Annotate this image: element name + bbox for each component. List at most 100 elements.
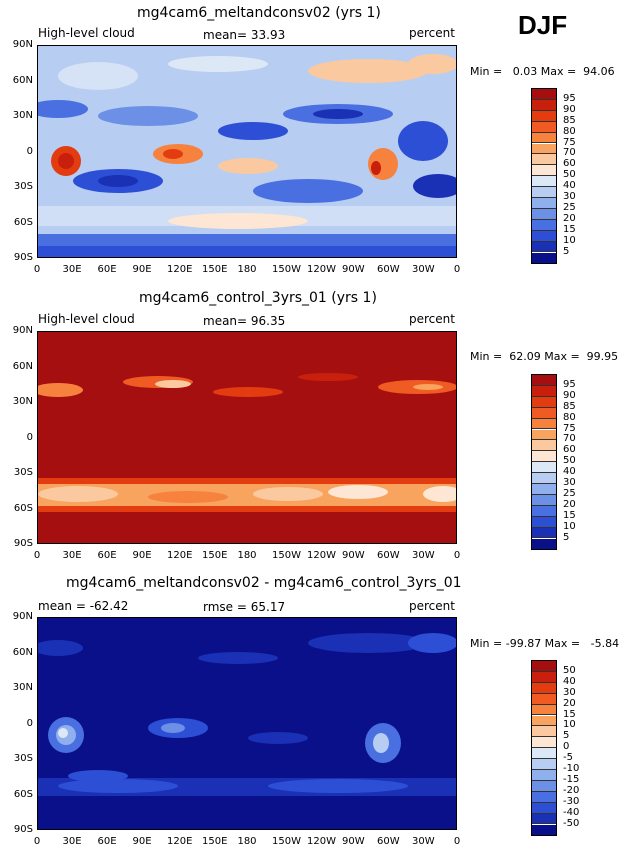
colorbar-swatch [532,538,556,550]
colorbar-swatch [532,693,556,705]
panel-3-colorbar-label: -30 [563,795,580,807]
panel-3-minmax: Min = -99.87 Max = -5.84 [470,637,620,650]
colorbar-swatch [532,89,556,100]
colorbar-swatch [532,187,556,198]
colorbar-swatch [532,396,556,408]
panel-1-lat-label: 60N [12,74,33,86]
panel-2-mean-label: mean= 96.35 [203,314,286,328]
colorbar-swatch [532,802,556,814]
panel-2-colorbar-label: 80 [563,411,576,423]
panel-1-colorbar-label: 5 [563,245,570,257]
panel-2-lon-label: 0 [33,550,41,561]
panel-2-lon-label: 30W [412,550,435,561]
panel-1-lon-label: 60W [377,264,400,275]
panel-3-lon-label: 0 [33,836,41,847]
panel-3-lon-label: 60E [97,836,117,847]
panel-2-colorbar-label: 20 [563,498,576,510]
panel-1-field-label: High-level cloud [38,26,135,40]
panel-3-colorbar-label: -50 [563,817,580,829]
panel-1-colorbar-label: 40 [563,180,576,192]
colorbar-swatch [532,473,556,484]
panel-2-map-field [38,332,456,543]
colorbar-swatch [532,484,556,495]
colorbar-swatch [532,516,556,528]
panel-1-colorbar-label: 85 [563,114,576,126]
panel-1-lat-label: 30N [12,110,33,121]
colorbar-swatch [532,494,556,506]
panel-3-units-label: percent [409,599,455,613]
panel-3-lat-label: 30S [13,753,33,764]
panel-3-colorbar-label: -15 [563,773,580,785]
panel-2-lon-label: 60E [97,550,117,561]
panel-3-colorbar-label: -10 [563,763,580,774]
panel-3-lon-label: 120W [307,836,336,847]
season-label: DJF [518,10,568,40]
panel-2-lon-label: 150W [272,550,301,561]
colorbar-swatch [532,198,556,209]
panel-3-title: mg4cam6_meltandconsv02 - mg4cam6_control… [66,575,462,591]
panel-2-title: mg4cam6_control_3yrs_01 (yrs 1) [139,290,377,306]
panel-2-lat-label: 90N [12,325,33,336]
colorbar-swatch [532,375,556,386]
panel-2-lon-label: 120E [167,550,193,561]
panel-3-colorbar-label: 5 [563,730,570,742]
colorbar-swatch [532,252,556,264]
colorbar-swatch [532,661,556,672]
panel-2-colorbar-label: 25 [563,487,576,499]
panel-3-colorbar-label: 15 [563,708,576,720]
panel-2-colorbar-label: 10 [563,520,576,532]
panel-3-lon-label: 90W [342,836,365,847]
panel-1-lon-label: 120E [167,264,193,275]
panel-3-lon-label: 120E [167,836,193,847]
colorbar-swatch [532,462,556,474]
panel-2-lat-label: 0 [26,431,33,443]
panel-2-colorbar-label: 95 [563,378,576,390]
panel-3-lon-label: 90E [132,836,152,847]
colorbar-swatch [532,165,556,177]
panel-1-colorbar [531,88,557,265]
panel-1-lon-label: 60E [97,264,117,275]
panel-2-lon-label: 90E [132,550,152,561]
panel-3-colorbar-label: 20 [563,697,576,709]
colorbar-swatch [532,505,556,517]
panel-3-map [37,617,457,830]
panel-1-lon-label: 30W [412,264,435,275]
panel-2-colorbar-label: 85 [563,400,576,412]
panel-3-colorbar-label: 30 [563,686,576,698]
panel-3-colorbar-label: -40 [563,806,580,818]
panel-3-colorbar-label: 0 [563,741,570,753]
colorbar-swatch [532,407,556,419]
panel-1-lon-label: 30E [62,264,82,275]
panel-2-lat-label: 90S [13,538,33,549]
colorbar-swatch [532,132,556,144]
panel-3-lon-label: 150E [202,836,228,847]
panel-3-lon-label: 60W [377,836,400,847]
panel-1-title: mg4cam6_meltandconsv02 (yrs 1) [137,5,381,21]
panel-1-colorbar-label: 95 [563,92,576,104]
colorbar-swatch [532,748,556,760]
panel-1-colorbar-label: 90 [563,103,576,115]
panel-2-colorbar-label: 90 [563,389,576,401]
panel-3-lon-label: 30E [62,836,82,847]
panel-2-lat-label: 60S [13,502,33,514]
colorbar-swatch [532,704,556,716]
panel-3-lat-label: 0 [26,717,33,729]
panel-1-lon-label: 120W [307,264,336,275]
panel-2-colorbar-label: 15 [563,509,576,521]
colorbar-swatch [532,385,556,397]
panel-2-lon-label: 60W [377,550,400,561]
panel-2-colorbar-label: 75 [563,422,576,434]
panel-1-lon-label: 180 [237,264,257,275]
panel-1-lat-label: 60S [13,216,33,228]
panel-1-lon-label: 90W [342,264,365,275]
panel-3-colorbar-label: 40 [563,675,576,687]
panel-1-colorbar-label: 60 [563,158,576,170]
panel-1-colorbar-label: 20 [563,212,576,224]
colorbar-swatch [532,451,556,463]
panel-2-colorbar-label: 40 [563,466,576,478]
panel-1-mean-label: mean= 33.93 [203,28,286,42]
panel-1-lat-label: 0 [26,145,33,157]
panel-1-lat-label: 90S [13,252,33,263]
panel-2-lon-label: 30E [62,550,82,561]
colorbar-swatch [532,527,556,539]
